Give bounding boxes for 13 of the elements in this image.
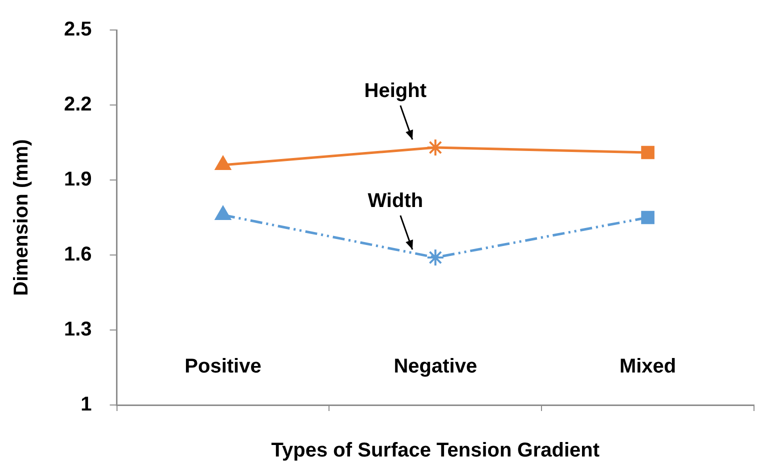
y-tick-label: 1 [80, 394, 92, 416]
y-tick-label: 2.5 [64, 18, 92, 41]
y-tick-label: 1.9 [64, 168, 92, 191]
x-tick-label: Positive [184, 356, 262, 378]
y-axis-title: Dimension (mm) [10, 139, 33, 296]
x-tick-label: Negative [394, 356, 478, 378]
annotation: Width [368, 190, 424, 212]
x-tick-label: Mixed [619, 356, 676, 378]
y-tick-label: 1.6 [64, 244, 92, 266]
y-tick-label: 1.3 [64, 318, 92, 341]
annotation: Height [364, 80, 427, 102]
y-tick-label: 2.2 [64, 94, 92, 116]
x-axis-title: Types of Surface Tension Gradient [271, 440, 600, 462]
